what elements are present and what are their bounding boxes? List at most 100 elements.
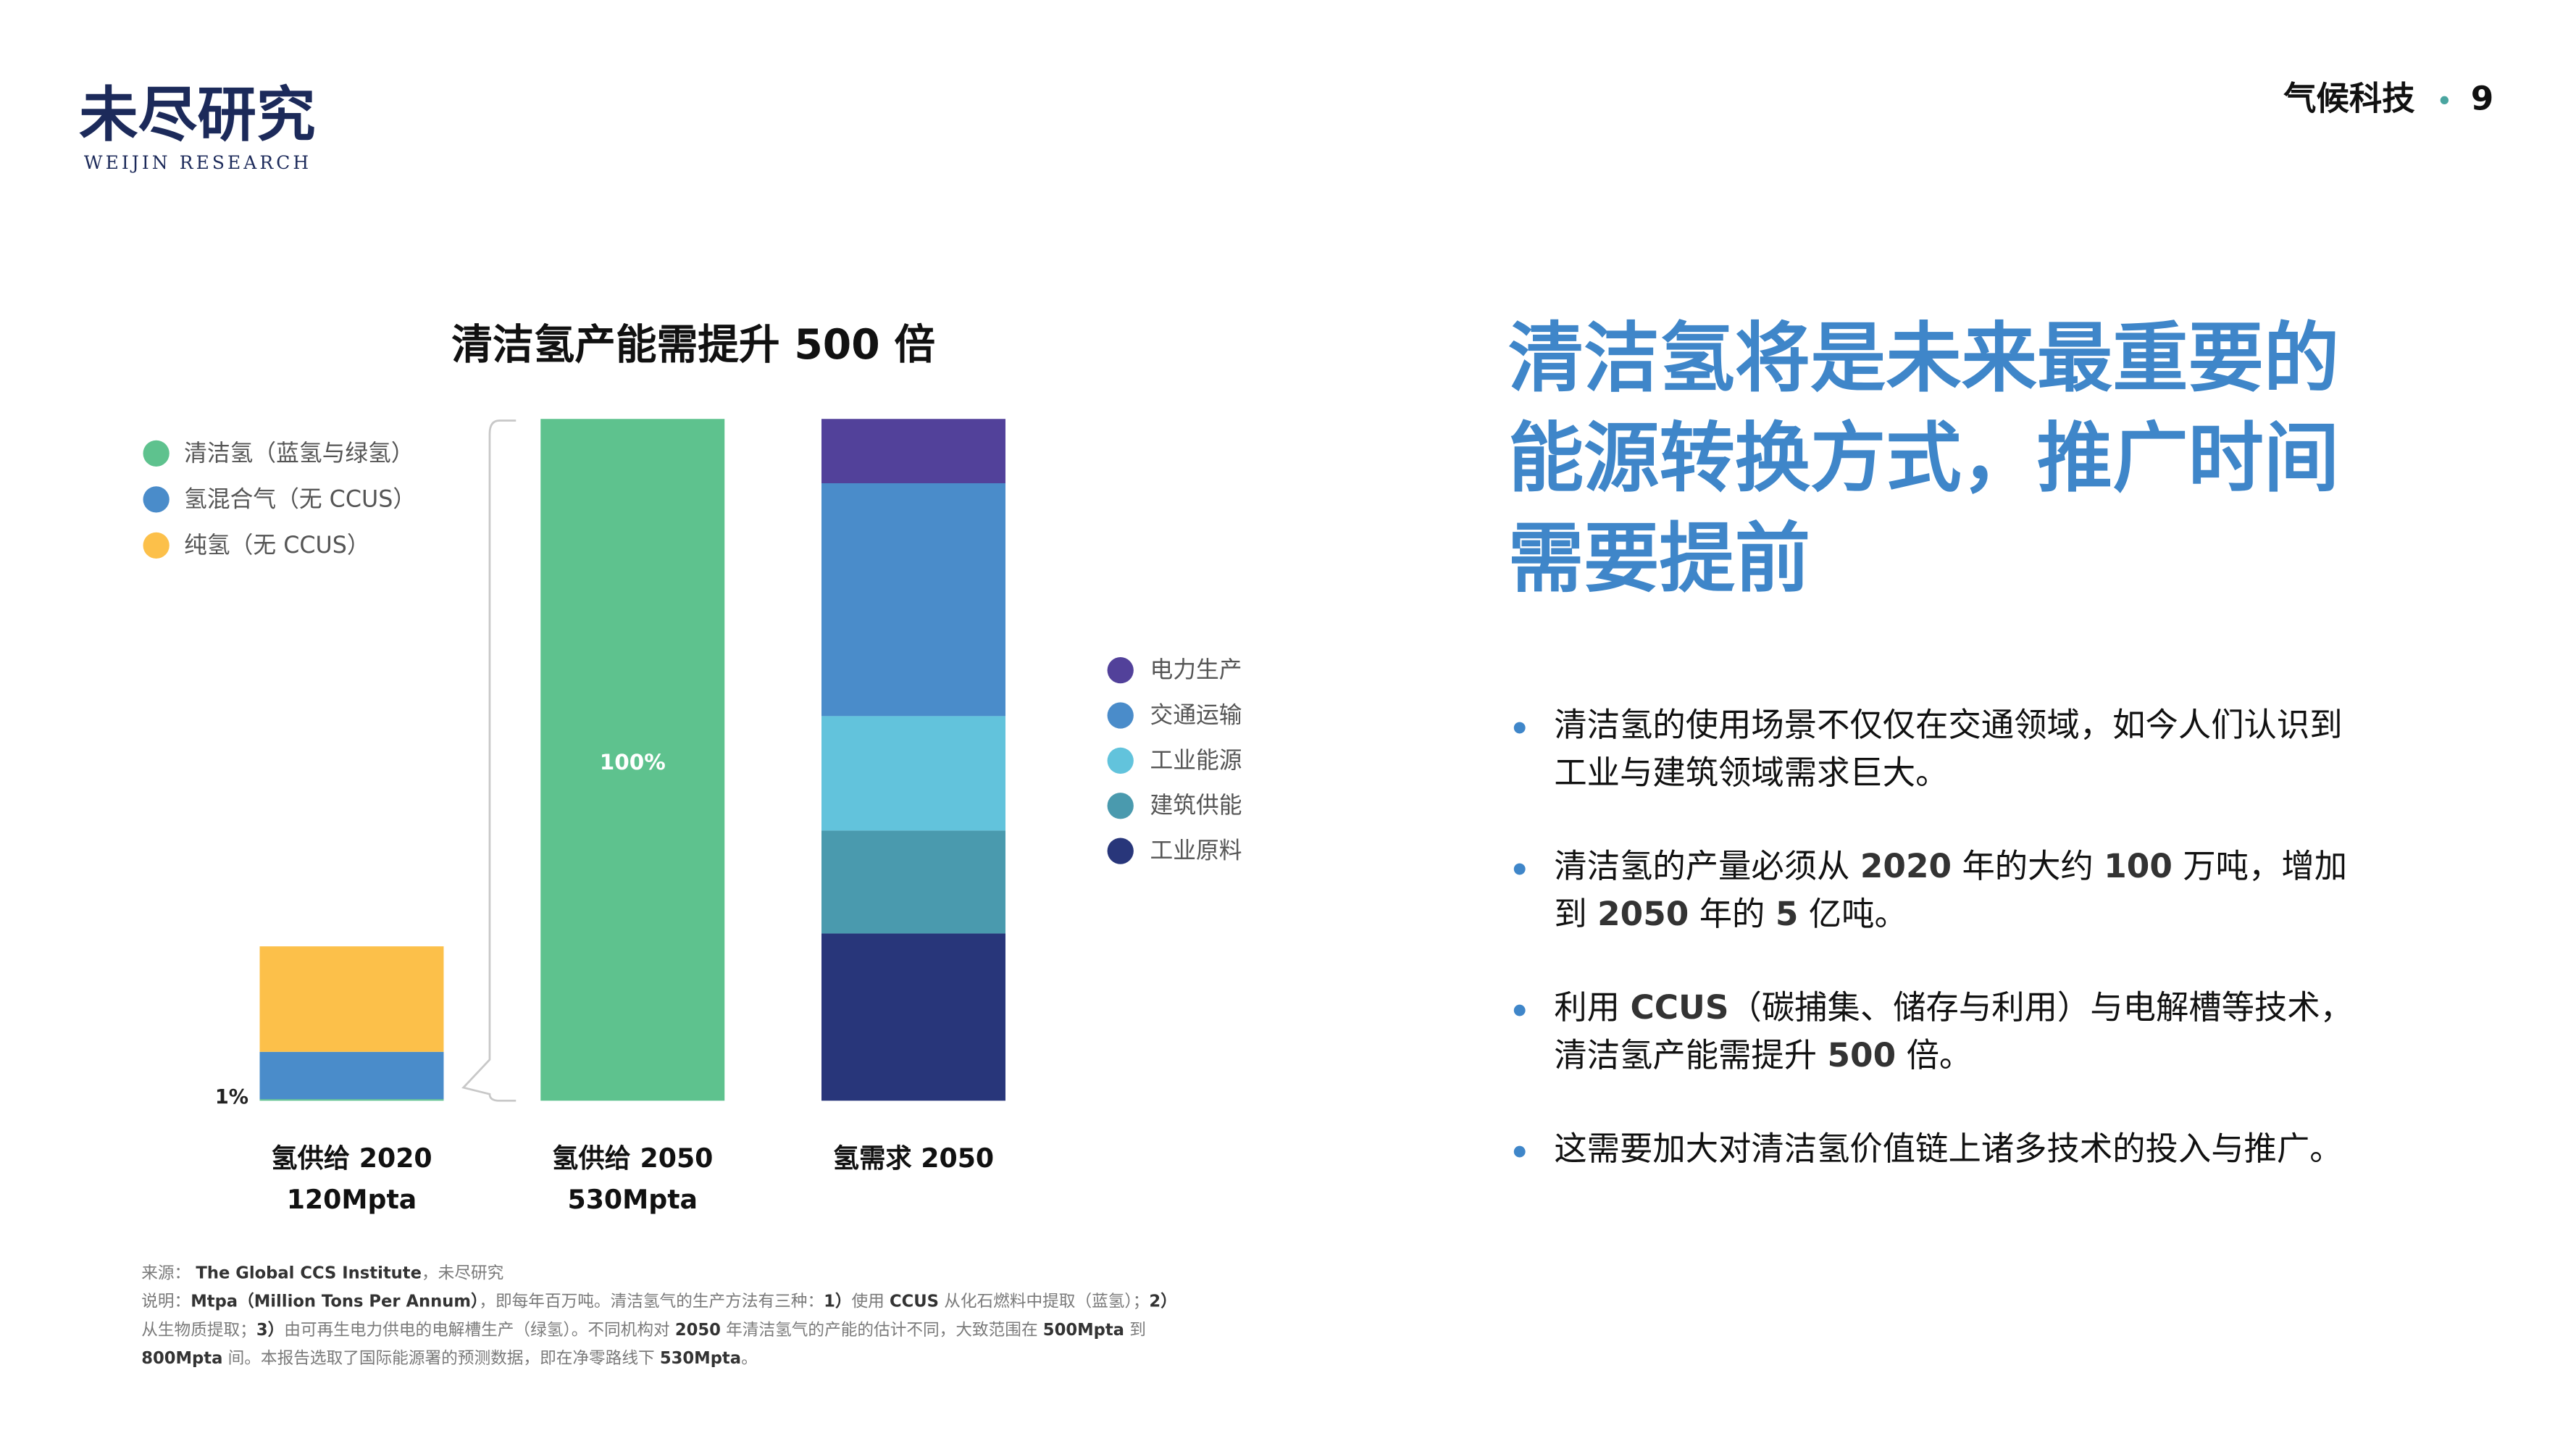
text-run: 说明： [141,1293,191,1311]
text-line: 清洁氢的使用场景不仅仅在交通领域，如今人们认识到 [1554,705,2342,743]
bold-run: 2） [1149,1292,1176,1311]
text-run: 亿吨。 [1798,894,1907,932]
logo-subtitle: WEIJIN RESEARCH [84,152,311,173]
text-run: 从化石燃料中提取（蓝氢）； [939,1293,1149,1311]
legend-swatch [1107,747,1134,774]
bullet-dot [1513,863,1526,875]
footnotes: 来源： The Global CCS Institute，未尽研究说明：Mtpa… [141,1264,1177,1368]
text-run: 倍。 [1896,1035,1972,1074]
text-run: 清洁氢的使用场景不仅仅在交通领域，如今人们认识到 [1554,705,2342,743]
section-title: 气候科技 [2283,80,2415,118]
annotation: 1% [215,1086,248,1108]
text-run: 清洁氢的产量必须从 [1554,847,1860,885]
text-run: 到 [1554,894,1597,932]
text-line: 从生物质提取；3）由可再生电力供电的电解槽生产（绿氢）。不同机构对 2050 年… [141,1320,1146,1340]
bold-run: The Global CCS Institute [196,1264,422,1282]
bar-segment [821,830,1005,934]
text-line: 利用 CCUS（碳捕集、储存与利用）与电解槽等技术， [1554,988,2353,1027]
x-tick-note: 530Mpta [567,1184,698,1215]
bold-run: 2050 [1597,894,1689,932]
bar-segment [259,1099,444,1101]
bold-run: CCUS [890,1293,939,1311]
legend-label: 纯氢（无 CCUS） [184,533,369,559]
legend-label: 氢混合气（无 CCUS） [184,486,416,512]
chart: 氢供给 2020 120Mpta 氢供给 2050 530Mpta 氢需求 2050 1%… [143,419,1242,1215]
legend-swatch [143,532,170,559]
bold-run: 500 [1828,1035,1897,1074]
text-run: 。 [741,1349,758,1368]
bold-run: 3） [256,1320,284,1340]
headline-line: 需要提前 [1508,514,1810,603]
legend-swatch [1107,838,1134,864]
headline-line: 能源转换方式，推广时间 [1508,414,2339,503]
text-line: 清洁氢的产量必须从 2020 年的大约 100 万吨，增加 [1554,847,2347,885]
page-number: 9 [2471,80,2494,118]
legend-label: 交通运输 [1150,703,1242,729]
bar-segment [540,419,725,1101]
text-run: 这需要加大对清洁氢价值链上诸多技术的投入与推广。 [1554,1129,2342,1168]
text-run: 由可再生电力供电的电解槽生产（绿氢）。不同机构对 [284,1321,675,1340]
text-line: 这需要加大对清洁氢价值链上诸多技术的投入与推广。 [1554,1129,2342,1168]
text-run: ，即每年百万吨。清洁氢气的生产方法有三种： [479,1293,824,1311]
bar-segment [259,946,444,1052]
text-run: 清洁氢产能需提升 [1554,1035,1827,1074]
text-run: 工业与建筑领域需求巨大。 [1554,753,1948,791]
text-line: 来源： The Global CCS Institute，未尽研究 [141,1264,503,1282]
text-run: 万吨，增加 [2173,847,2347,885]
legend-label: 工业能源 [1150,748,1242,774]
legend-label: 电力生产 [1150,657,1242,683]
text-run: 从生物质提取； [141,1321,256,1340]
legend-swatch [143,440,170,467]
legend-swatch [1107,702,1134,729]
logo-name: 未尽研究 [79,80,316,150]
chart-title: 清洁氢产能需提升 500 倍 [451,321,935,369]
bullet-dot [1513,1145,1526,1158]
text-run: 年的 [1689,894,1776,932]
bold-run: 530Mpta [660,1349,741,1368]
legend-swatch [1107,657,1134,684]
legend-swatch [1107,793,1134,819]
bullet-dot [1513,1004,1526,1016]
text-line: 800Mpta 间。本报告选取了国际能源署的预测数据，即在净零路线下 530Mp… [141,1349,758,1368]
text-run: 使用 [852,1293,890,1311]
bar-segment [821,419,1005,484]
bar-segment [821,483,1005,717]
bar-segment [821,716,1005,831]
x-tick-label: 氢供给 2020 [271,1143,432,1174]
legend-label: 建筑供能 [1150,793,1242,819]
bold-run: 5 [1776,894,1799,932]
separator-dot [2440,96,2449,104]
bold-run: CCUS [1630,988,1728,1027]
text-line: 工业与建筑领域需求巨大。 [1554,753,1948,791]
bold-run: 2050 [675,1321,721,1340]
bar-segment [259,1051,444,1100]
legend-label: 工业原料 [1150,838,1242,864]
text-run: 来源： [141,1264,196,1282]
text-line: 清洁氢产能需提升 500 倍。 [1554,1035,1972,1074]
text-run: 利用 [1554,988,1630,1027]
text-run: 到 [1124,1321,1146,1340]
text-run: 间。本报告选取了国际能源署的预测数据，即在净零路线下 [222,1349,659,1368]
bold-run: Mtpa（Million Tons Per Annum） [191,1292,479,1311]
bold-run: 1） [824,1292,851,1311]
text-run: ，未尽研究 [422,1264,503,1282]
annotation: 100% [600,750,666,774]
text-run: （碳捕集、储存与利用）与电解槽等技术， [1728,988,2353,1027]
text-run: 年清洁氢气的产能的估计不同，大致范围在 [721,1321,1043,1340]
legend-label: 清洁氢（蓝氢与绿氢） [184,440,414,467]
x-tick-note: 120Mpta [287,1184,417,1215]
bold-run: 100 [2104,847,2173,885]
bar-segment [821,933,1005,1101]
bold-run: 500Mpta [1043,1321,1124,1340]
bullets: 清洁氢的使用场景不仅仅在交通领域，如今人们认识到工业与建筑领域需求巨大。清洁氢的… [1513,705,2353,1168]
bold-run: 2020 [1860,847,1952,885]
x-tick-label: 氢供给 2050 [552,1143,713,1174]
text-run: 年的大约 [1952,847,2104,885]
legend-swatch [143,486,170,513]
bracket [461,419,517,1102]
text-line: 说明：Mtpa（Million Tons Per Annum），即每年百万吨。清… [141,1292,1177,1311]
x-tick-label: 氢需求 2050 [833,1143,994,1174]
